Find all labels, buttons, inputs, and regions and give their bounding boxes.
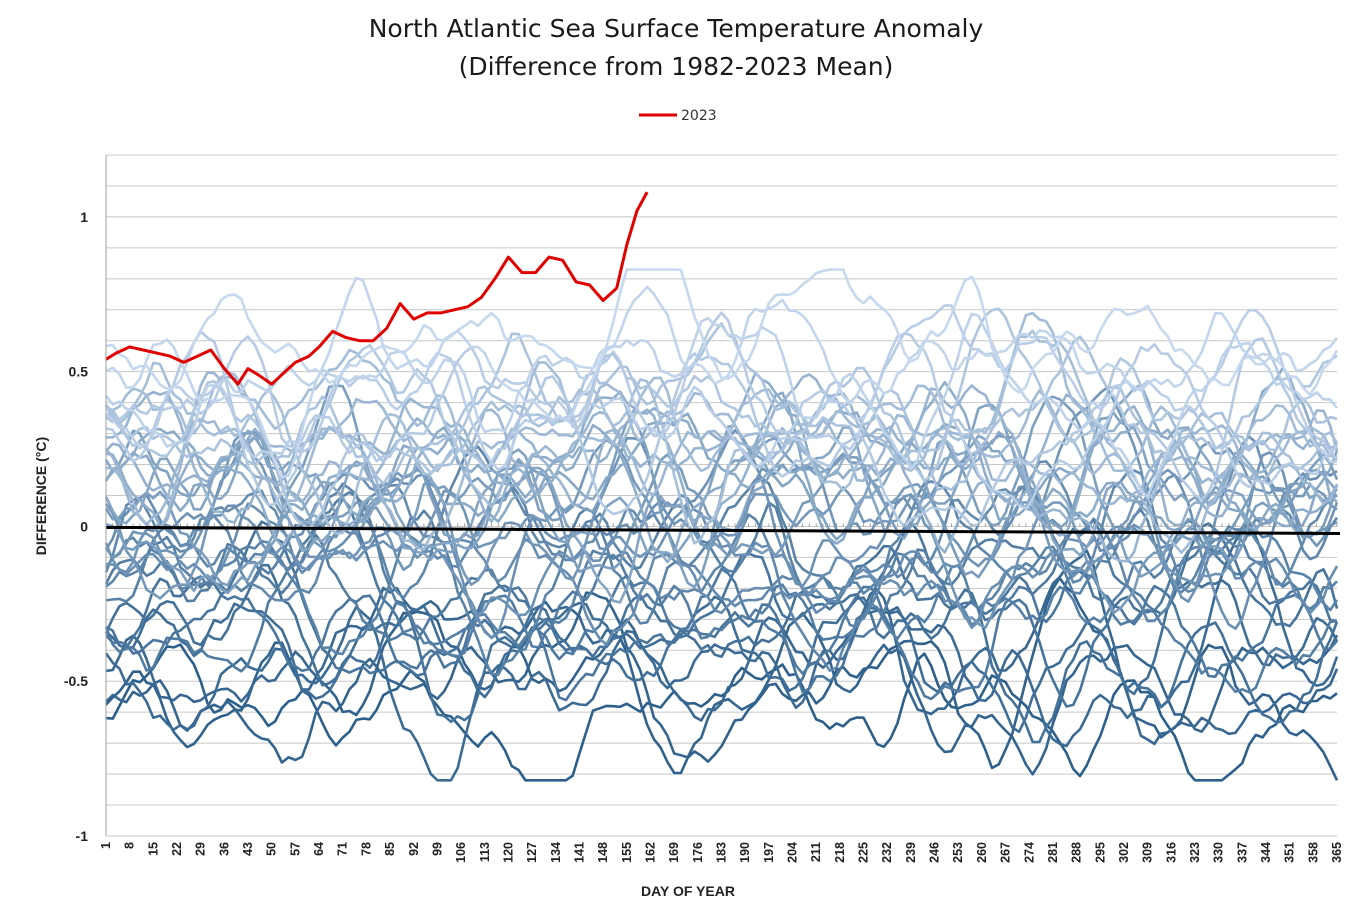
x-tick-label: 8 [123,842,137,849]
x-tick-label: 281 [1046,842,1060,863]
x-tick-label: 204 [786,842,800,863]
historical-year-line [105,268,1339,396]
x-tick-label: 92 [407,842,421,856]
series-line-2023 [105,191,649,386]
x-tick-label: 225 [857,842,871,863]
x-tick-label: 267 [999,842,1013,863]
x-tick-label: 211 [809,842,823,862]
x-tick-label: 239 [904,842,918,863]
x-tick-label: 22 [170,842,184,856]
historical-year-line [104,371,1339,526]
x-tick-label: 148 [596,842,610,863]
x-tick-label: 162 [644,842,658,863]
historical-year-lines [104,268,1339,782]
x-tick-label: 134 [549,842,563,863]
x-tick-label: 190 [738,842,752,863]
y-tick-label: -1 [76,828,89,844]
x-tick-label: 351 [1283,842,1297,863]
x-tick-label: 176 [691,842,705,863]
x-tick-label: 288 [1070,842,1084,863]
plot-area-frame [105,155,1337,837]
x-tick-label: 64 [312,842,326,856]
historical-year-line [104,312,1339,498]
x-tick-label: 127 [525,842,539,863]
x-tick-label: 1 [99,842,113,849]
x-tick-label: 78 [359,842,373,856]
x-tick-label: 218 [833,842,847,863]
x-tick-label: 246 [928,842,942,863]
chart-title: North Atlantic Sea Surface Temperature A… [369,14,984,43]
x-tick-label: 43 [241,842,255,856]
historical-year-line [104,329,1339,545]
x-tick-label: 316 [1164,842,1178,863]
legend-label-2023: 2023 [681,108,717,124]
x-tick-label: 71 [336,842,350,856]
historical-year-line [104,563,1339,744]
historical-year-line [104,521,1339,782]
x-tick-label: 274 [1022,842,1036,863]
x-tick-label: 85 [383,842,397,856]
x-tick-label: 197 [762,842,776,863]
x-tick-label: 358 [1306,842,1320,863]
x-axis-label: DAY OF YEAR [641,883,735,899]
x-tick-label: 330 [1212,842,1226,863]
zero-line-tick-marks [105,523,1338,527]
y-tick-label: 0 [80,518,88,534]
x-tick-label: 120 [501,842,515,863]
historical-year-line [105,276,1339,479]
historical-year-line [105,373,1339,563]
x-tick-label: 302 [1117,842,1131,863]
x-tick-label: 50 [265,842,279,856]
x-tick-label: 337 [1235,842,1249,863]
x-tick-label: 323 [1188,842,1202,863]
x-tick-label: 183 [715,842,729,863]
x-tick-label: 106 [454,842,468,863]
x-tick-label: 260 [975,842,989,863]
historical-year-line [105,311,1339,510]
chart-subtitle: (Difference from 1982-2023 Mean) [459,52,894,81]
x-tick-label: 113 [478,842,492,862]
historical-year-line [104,383,1339,545]
historical-year-line [104,452,1339,614]
x-tick-label: 309 [1141,842,1155,863]
legend: 2023 [639,108,717,124]
x-tick-label: 141 [573,842,587,863]
historical-year-line [105,371,1339,548]
x-tick-label: 15 [146,842,160,856]
historical-year-line [105,311,1338,509]
x-tick-label: 99 [430,842,444,856]
x-axis-tick-labels: 1 8 15 22 29 36 43 50 57 64 71 78 85 92 99 106 113 120 127… [99,842,1344,863]
historical-year-line [104,430,1338,600]
y-axis-label: DIFFERENCE (°C) [33,437,49,555]
x-tick-label: 344 [1259,842,1273,863]
historical-year-line [105,322,1338,486]
x-tick-label: 169 [667,842,681,863]
x-tick-label: 155 [620,842,634,863]
y-axis-tick-labels: -1 -0.5 0 0.5 1 [64,209,88,844]
y-tick-label: -0.5 [64,673,88,689]
y-tick-label: 1 [80,209,88,225]
historical-year-line [105,304,1338,472]
x-tick-label: 295 [1093,842,1107,863]
historical-year-line [104,428,1338,618]
x-tick-label: 365 [1330,842,1344,863]
x-tick-label: 57 [288,842,302,856]
x-tick-label: 36 [217,842,231,856]
historical-year-line [105,643,1338,782]
historical-year-line [105,549,1339,746]
x-tick-label: 29 [194,842,208,856]
y-tick-label: 0.5 [69,364,89,380]
historical-year-line [106,382,1338,554]
x-tick-label: 253 [951,842,965,863]
x-tick-label: 232 [880,842,894,863]
historical-year-line [105,330,1339,528]
mean-zero-line [105,525,1341,535]
